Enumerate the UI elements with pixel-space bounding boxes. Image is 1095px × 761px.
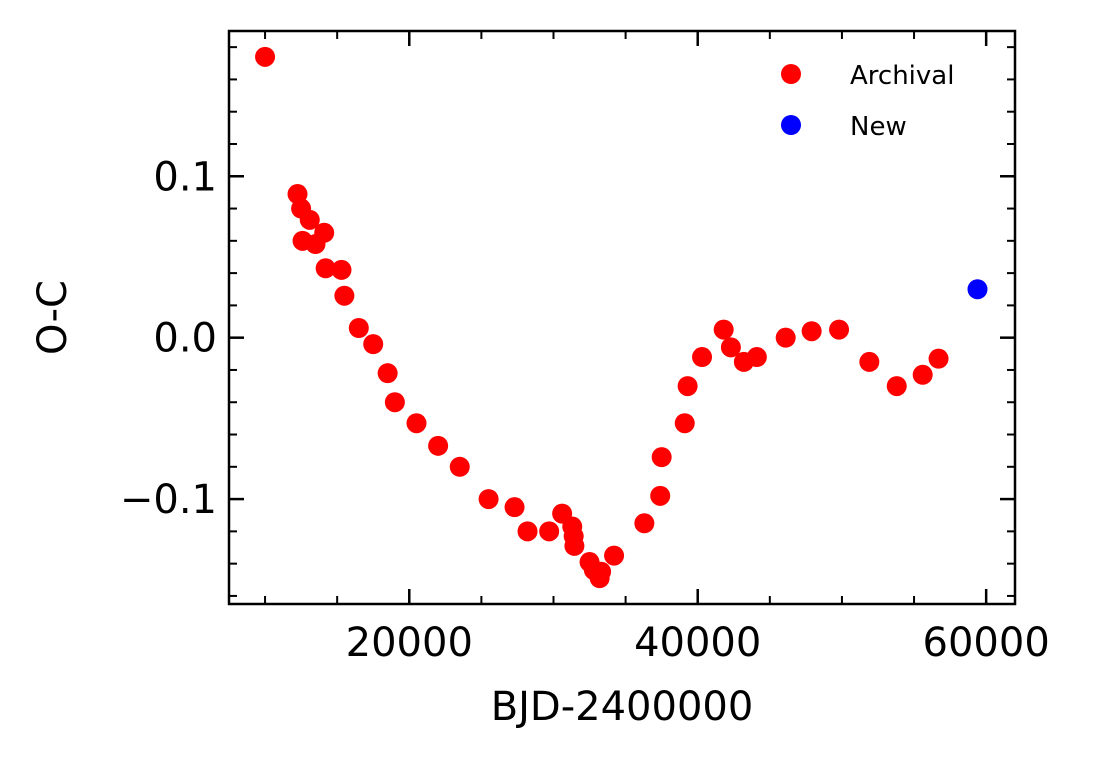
data-point-archival: [591, 561, 612, 582]
data-point-new: [967, 279, 988, 300]
minor-ticks: [229, 31, 1015, 604]
legend-label-new: New: [850, 112, 907, 142]
y-tick-label: 0.1: [153, 154, 217, 200]
data-point-archival: [348, 317, 369, 338]
data-point-archival: [449, 456, 470, 477]
data-points: [255, 46, 988, 589]
data-point-archival: [377, 363, 398, 384]
y-axis-label: O-C: [30, 280, 76, 355]
data-point-archival: [604, 545, 625, 566]
data-point-archival: [746, 347, 767, 368]
data-point-archival: [363, 334, 384, 355]
data-point-archival: [315, 258, 336, 279]
data-point-archival: [713, 319, 734, 340]
data-point-archival: [692, 347, 713, 368]
data-point-archival: [504, 497, 525, 518]
tick-labels: 20000 40000 60000 −0.1 0.0 0.1: [120, 154, 1050, 666]
x-tick-label: 20000: [346, 620, 473, 666]
data-point-archival: [651, 447, 672, 468]
y-tick-label: 0.0: [153, 316, 217, 362]
data-point-archival: [801, 321, 822, 342]
data-point-archival: [299, 209, 320, 230]
legend-label-archival: Archival: [850, 61, 954, 91]
data-point-archival: [928, 348, 949, 369]
data-point-archival: [677, 376, 698, 397]
data-point-archival: [674, 413, 695, 434]
data-point-archival: [255, 46, 276, 67]
plot-frame: [227, 29, 1017, 606]
data-point-archival: [829, 319, 850, 340]
legend-marker-new: [781, 115, 801, 135]
legend: Archival New: [781, 61, 954, 142]
data-point-archival: [331, 259, 352, 280]
data-point-archival: [406, 413, 427, 434]
x-tick-label: 60000: [923, 620, 1050, 666]
data-point-archival: [720, 337, 741, 358]
data-point-archival: [859, 351, 880, 372]
x-tick-label: 40000: [634, 620, 761, 666]
data-point-archival: [539, 521, 560, 542]
major-ticks: [229, 31, 1015, 604]
data-point-archival: [428, 435, 449, 456]
data-point-archival: [517, 521, 538, 542]
data-point-archival: [634, 513, 655, 534]
data-point-archival: [314, 222, 335, 243]
data-point-archival: [334, 285, 355, 306]
data-point-archival: [564, 535, 585, 556]
data-point-archival: [912, 364, 933, 385]
data-point-archival: [886, 376, 907, 397]
data-point-archival: [384, 392, 405, 413]
y-tick-label: −0.1: [120, 477, 217, 523]
legend-marker-archival: [781, 64, 801, 84]
data-point-archival: [650, 485, 671, 506]
data-point-archival: [478, 489, 499, 510]
data-point-archival: [775, 327, 796, 348]
x-axis-label: BJD-2400000: [491, 684, 754, 730]
